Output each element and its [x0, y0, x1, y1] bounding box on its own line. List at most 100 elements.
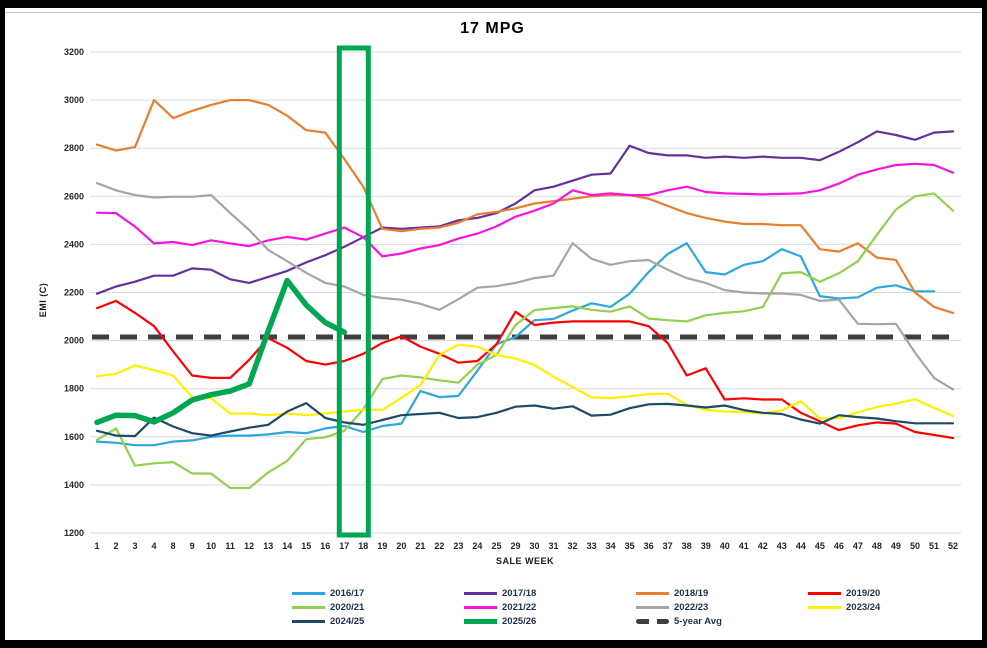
legend-swatch: [636, 605, 669, 609]
x-tick-label: 41: [739, 541, 749, 551]
y-tick-label: 1600: [64, 432, 84, 442]
x-tick-label: 12: [244, 541, 254, 551]
legend-swatch: [636, 591, 669, 595]
legend-label: 2024/25: [330, 615, 365, 627]
x-tick-label: 44: [796, 541, 806, 551]
legend-item-2017-18: 2017/18: [464, 588, 636, 599]
x-tick-label: 52: [948, 541, 958, 551]
x-tick-label: 39: [701, 541, 711, 551]
legend-swatch: [464, 591, 497, 595]
legend-item-2024-25: 2024/25: [292, 616, 464, 627]
x-tick-label: 19: [377, 541, 387, 551]
y-tick-label: 2600: [64, 191, 84, 201]
legend-item-2025-26: 2025/26: [464, 616, 636, 627]
legend-item-5-year-Avg: 5-year Avg: [636, 616, 808, 627]
x-tick-label: 22: [434, 541, 444, 551]
x-tick-label: 50: [910, 541, 920, 551]
y-tick-label: 2800: [64, 143, 84, 153]
x-tick-label: 42: [758, 541, 768, 551]
x-tick-label: 14: [282, 541, 292, 551]
legend-label: 2016/17: [330, 587, 365, 599]
legend-label: 2025/26: [502, 615, 537, 627]
legend-label: 2018/19: [674, 587, 709, 599]
legend-swatch: [292, 591, 325, 595]
x-tick-label: 13: [263, 541, 273, 551]
x-tick-label: 36: [644, 541, 654, 551]
x-tick-label: 10: [206, 541, 216, 551]
x-tick-label: 40: [720, 541, 730, 551]
x-tick-label: 35: [625, 541, 635, 551]
legend-item-2023-24: 2023/24: [808, 602, 980, 613]
series-line-2022-23: [95, 182, 955, 391]
legend-swatch: [464, 618, 497, 624]
x-tick-label: 30: [530, 541, 540, 551]
y-tick-label: 1800: [64, 384, 84, 394]
y-axis-title: EMI (C): [38, 282, 48, 318]
x-tick-label: 51: [929, 541, 939, 551]
x-tick-label: 47: [853, 541, 863, 551]
x-tick-label: 33: [587, 541, 597, 551]
legend-label: 2021/22: [502, 601, 537, 613]
legend-item-2022-23: 2022/23: [636, 602, 808, 613]
series-line-2025-26: [94, 277, 348, 426]
series-line-2017-18: [95, 130, 955, 295]
x-tick-label: 20: [396, 541, 406, 551]
legend-swatch: [464, 605, 497, 609]
x-tick-label: 25: [491, 541, 501, 551]
x-tick-label: 34: [606, 541, 616, 551]
x-tick-label: 48: [872, 541, 882, 551]
x-tick-label: 38: [682, 541, 692, 551]
legend-label: 5-year Avg: [674, 615, 722, 627]
x-tick-label: 23: [453, 541, 463, 551]
legend-label: 2023/24: [846, 601, 881, 613]
legend-swatch: [808, 591, 841, 595]
x-tick-label: 16: [320, 541, 330, 551]
x-tick-label: 18: [358, 541, 368, 551]
legend: 2016/17 2017/18 2018/19 2019/20 2020/21 2021/…: [292, 586, 980, 628]
y-tick-label: 2400: [64, 239, 84, 249]
x-tick-label: 45: [815, 541, 825, 551]
x-tick-label: 43: [777, 541, 787, 551]
y-tick-label: 3200: [64, 47, 84, 57]
series-line-2024-25: [95, 402, 955, 438]
legend-swatch: [292, 619, 325, 623]
x-tick-label: 37: [663, 541, 673, 551]
legend-item-2018-19: 2018/19: [636, 588, 808, 599]
y-tick-label: 2200: [64, 288, 84, 298]
x-tick-label: 17: [339, 541, 349, 551]
x-tick-label: 46: [834, 541, 844, 551]
x-tick-label: 11: [225, 541, 235, 551]
x-tick-label: 1: [94, 541, 99, 551]
legend-swatch: [808, 605, 841, 609]
x-tick-label: 2: [114, 541, 119, 551]
y-tick-label: 1400: [64, 480, 84, 490]
series-line-2016-17: [95, 242, 936, 447]
x-tick-label: 21: [415, 541, 425, 551]
x-tick-label: 29: [510, 541, 520, 551]
x-tick-label: 15: [301, 541, 311, 551]
highlight-box: [336, 45, 371, 538]
chart-canvas: 1200 1400 1600 1800 2000 2200 2400 2600 2800 3000…: [64, 45, 961, 551]
x-tick-label: 8: [171, 541, 176, 551]
legend-item-2016-17: 2016/17: [292, 588, 464, 599]
legend-item-2019-20: 2019/20: [808, 588, 980, 599]
x-tick-label: 9: [190, 541, 195, 551]
legend-item-2020-21: 2020/21: [292, 602, 464, 613]
legend-label: 2019/20: [846, 587, 881, 599]
window-top-divider: [5, 12, 982, 13]
legend-swatch: [292, 605, 325, 609]
series-line-2020-21: [95, 192, 955, 490]
y-tick-label: 1200: [64, 528, 84, 538]
x-tick-label: 4: [152, 541, 157, 551]
legend-label: 2022/23: [674, 601, 709, 613]
chart-title: 17 MPG: [460, 20, 525, 37]
series-line-2018-19: [95, 99, 955, 314]
legend-label: 2017/18: [502, 587, 537, 599]
x-tick-label: 32: [568, 541, 578, 551]
x-axis-title: SALE WEEK: [495, 556, 554, 566]
legend-swatch: [636, 618, 669, 624]
y-tick-label: 3000: [64, 95, 84, 105]
x-tick-label: 3: [133, 541, 138, 551]
series-line-2023-24: [95, 343, 955, 420]
